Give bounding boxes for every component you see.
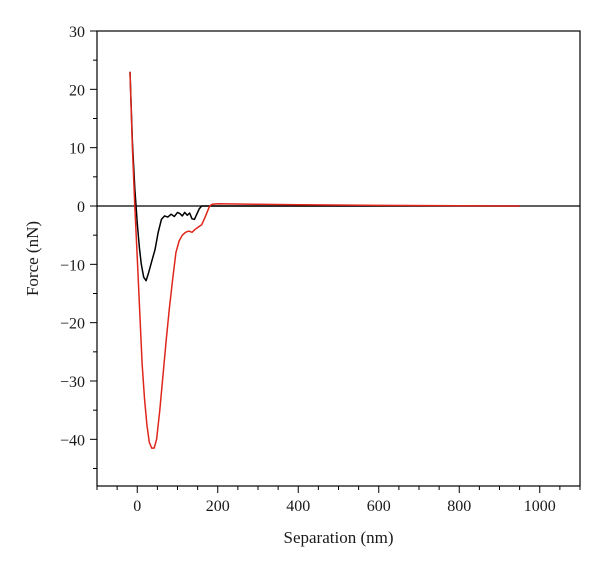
series-line-2 (129, 71, 520, 449)
x-tick-label: 0 (133, 498, 141, 515)
y-tick-label: −10 (60, 257, 85, 274)
y-tick-label: 0 (77, 199, 85, 216)
chart-marks: 0 200 400 600 800 1000 30 20 10 0 −10 −20 −30 −40 Sepa… (23, 24, 581, 547)
x-tick-label: 400 (286, 498, 310, 515)
y-axis-label: Force (nN) (23, 221, 42, 296)
y-tick-label: −20 (60, 316, 85, 333)
x-tick-label: 200 (206, 498, 230, 515)
y-tick-label: 10 (69, 141, 85, 158)
x-tick-label: 1000 (524, 498, 556, 515)
y-tick-label: −40 (60, 432, 85, 449)
series-line-1 (129, 71, 520, 282)
x-tick-label: 600 (367, 498, 391, 515)
y-tick-label: 20 (69, 82, 85, 99)
plot-frame (96, 30, 581, 487)
y-tick-label: 30 (69, 24, 85, 41)
x-axis-label: Separation (nm) (284, 528, 394, 547)
x-tick-label: 800 (447, 498, 471, 515)
y-tick-label: −30 (60, 374, 85, 391)
